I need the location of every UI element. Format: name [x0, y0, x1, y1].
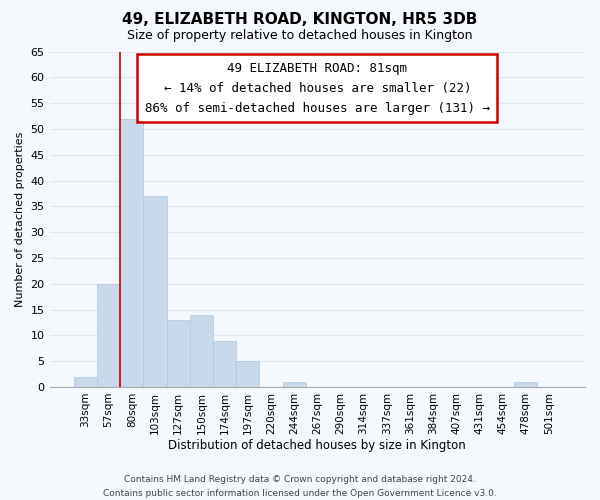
Text: Contains HM Land Registry data © Crown copyright and database right 2024.
Contai: Contains HM Land Registry data © Crown c…: [103, 476, 497, 498]
Bar: [143, 196, 167, 387]
X-axis label: Distribution of detached houses by size in Kington: Distribution of detached houses by size …: [169, 440, 466, 452]
Text: 49 ELIZABETH ROAD: 81sqm
← 14% of detached houses are smaller (22)
86% of semi-d: 49 ELIZABETH ROAD: 81sqm ← 14% of detach…: [145, 62, 490, 114]
Bar: [120, 118, 143, 387]
Bar: [97, 284, 120, 387]
Bar: [283, 382, 305, 387]
Y-axis label: Number of detached properties: Number of detached properties: [15, 132, 25, 307]
Text: 49, ELIZABETH ROAD, KINGTON, HR5 3DB: 49, ELIZABETH ROAD, KINGTON, HR5 3DB: [122, 12, 478, 28]
Bar: [236, 361, 259, 387]
Bar: [74, 376, 97, 387]
Bar: [514, 382, 538, 387]
Text: Size of property relative to detached houses in Kington: Size of property relative to detached ho…: [127, 29, 473, 42]
Bar: [190, 314, 213, 387]
Bar: [213, 340, 236, 387]
Bar: [167, 320, 190, 387]
